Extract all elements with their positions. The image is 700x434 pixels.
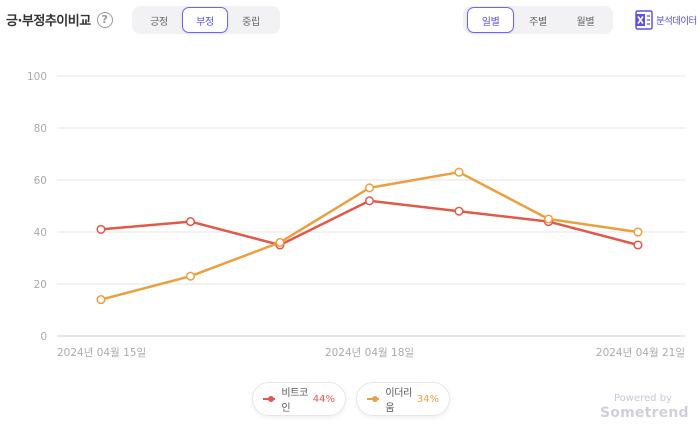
powered-by: Powered by Sometrend bbox=[600, 393, 700, 421]
tab-negative[interactable]: 부정 bbox=[182, 7, 228, 33]
y-tick-label: 20 bbox=[34, 279, 47, 291]
tab-monthly[interactable]: 월별 bbox=[576, 16, 595, 28]
title-area: 긍·부정추이비교 ? bbox=[6, 10, 113, 29]
data-point-1 bbox=[275, 237, 285, 247]
x-tick-label: 2024년 04월 15일 bbox=[57, 346, 146, 359]
powered-by-text: Powered by bbox=[614, 393, 672, 404]
legend-label: 비트코인 bbox=[281, 388, 309, 414]
period-tab-group: 일별 주별 월별 bbox=[463, 6, 613, 34]
data-point-0 bbox=[633, 240, 643, 250]
excel-icon bbox=[635, 10, 653, 30]
export-label: 분석데이터 bbox=[656, 16, 697, 27]
sentiment-tab-group: 긍정 부정 중립 bbox=[132, 6, 280, 34]
y-tick-label: 100 bbox=[27, 71, 47, 83]
data-point-1 bbox=[96, 295, 106, 305]
data-point-0 bbox=[454, 206, 464, 216]
page-title: 긍·부정추이비교 bbox=[6, 14, 91, 29]
data-point-1 bbox=[364, 183, 375, 193]
data-point-0 bbox=[185, 217, 196, 227]
data-point-1 bbox=[454, 167, 464, 177]
legend-item-bitcoin[interactable]: 비트코인 44% bbox=[252, 382, 346, 416]
legend-percent: 34% bbox=[416, 393, 439, 405]
y-tick-label: 80 bbox=[34, 123, 47, 135]
data-point-1 bbox=[543, 214, 554, 224]
tab-neutral[interactable]: 중립 bbox=[242, 16, 260, 28]
export-data-button[interactable]: 분석데이터 bbox=[635, 10, 697, 30]
data-point-0 bbox=[96, 224, 106, 234]
data-point-0 bbox=[364, 196, 375, 206]
x-tick-label: 2024년 04월 21일 bbox=[596, 346, 685, 359]
legend-marker bbox=[263, 396, 276, 402]
help-icon[interactable]: ? bbox=[96, 11, 113, 28]
x-tick-label: 2024년 04월 18일 bbox=[325, 346, 414, 359]
tab-weekly[interactable]: 주별 bbox=[529, 16, 547, 28]
legend-percent: 44% bbox=[312, 393, 335, 405]
legend-marker bbox=[367, 396, 380, 402]
data-point-1 bbox=[633, 227, 643, 237]
y-tick-label: 60 bbox=[34, 175, 47, 187]
data-point-1 bbox=[185, 271, 196, 281]
tab-positive[interactable]: 긍정 bbox=[150, 16, 168, 28]
y-tick-label: 0 bbox=[40, 331, 47, 343]
tab-daily[interactable]: 일별 bbox=[467, 7, 515, 33]
legend-label: 이더리움 bbox=[385, 388, 413, 414]
series-line-0 bbox=[100, 199, 639, 247]
legend-item-ethereum[interactable]: 이더리움 34% bbox=[356, 382, 450, 416]
brand-logo: Sometrend bbox=[600, 405, 689, 421]
y-tick-label: 40 bbox=[34, 227, 47, 239]
